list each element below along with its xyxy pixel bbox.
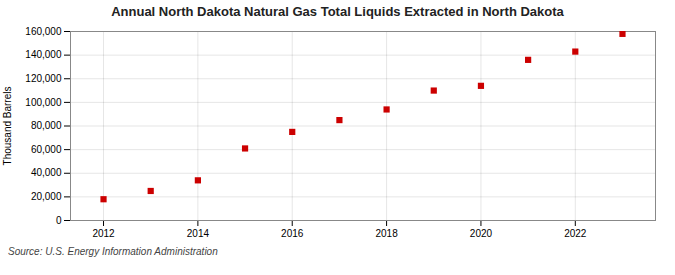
- html-text:Annual North Dakota Natural Ga: Annual North Dakota Natural Gas Total Li…: [111, 4, 564, 19]
- svg-text:100,000: 100,000: [25, 97, 62, 108]
- svg-text:2020: 2020: [470, 228, 493, 239]
- svg-text:40,000: 40,000: [31, 167, 62, 178]
- svg-text:80,000: 80,000: [31, 120, 62, 131]
- svg-text:120,000: 120,000: [25, 73, 62, 84]
- svg-text:2018: 2018: [375, 228, 398, 239]
- svg-text:0: 0: [56, 215, 62, 226]
- svg-text:20,000: 20,000: [31, 191, 62, 202]
- html-text:Source: U.S. Energy Informatio: Source: U.S. Energy Information Administ…: [8, 246, 218, 257]
- svg-text:2014: 2014: [187, 228, 210, 239]
- svg-text:2012: 2012: [92, 228, 115, 239]
- svg-text:60,000: 60,000: [31, 144, 62, 155]
- svg-text:140,000: 140,000: [25, 49, 62, 60]
- svg-text:2016: 2016: [281, 228, 304, 239]
- svg-text:2022: 2022: [564, 228, 587, 239]
- svg-text:160,000: 160,000: [25, 26, 62, 37]
- svg-text:Thousand Barrels: Thousand Barrels: [2, 87, 13, 166]
